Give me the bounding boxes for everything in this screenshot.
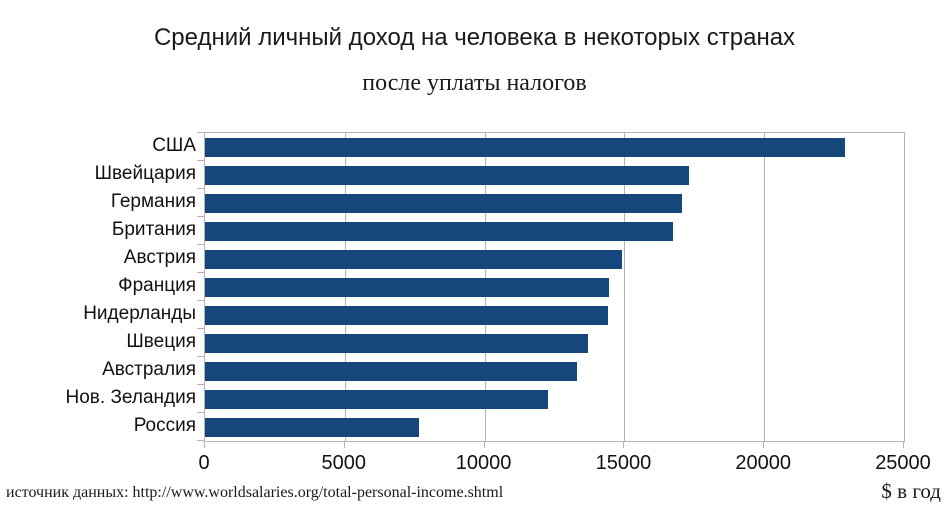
bar-series: [205, 133, 904, 441]
bar-row: [205, 161, 904, 189]
y-axis-label: Франция: [118, 275, 196, 296]
bar-Нидерланды: [205, 305, 608, 325]
x-tick-mark: [903, 441, 904, 448]
y-axis-label: Швеция: [126, 331, 196, 352]
bar-Франция: [205, 277, 610, 297]
y-tick-mark: [197, 272, 204, 273]
plot-area: [204, 132, 905, 442]
y-tick-mark: [197, 356, 204, 357]
y-tick-mark: [197, 440, 204, 441]
y-tick-mark: [197, 328, 204, 329]
y-axis-label: Австралия: [102, 359, 196, 380]
bar-row: [205, 301, 904, 329]
bar-row: [205, 385, 904, 413]
x-tick-label: 25000: [875, 452, 931, 474]
x-tick-label: 10000: [455, 452, 512, 474]
gridline: [764, 133, 766, 441]
bar-Австрия: [205, 249, 622, 269]
x-tick-mark: [343, 441, 345, 448]
x-tick-label: 15000: [595, 452, 652, 474]
y-tick-mark: [197, 160, 204, 161]
data-source-note: источник данных: http://www.worldsalarie…: [6, 484, 504, 501]
y-tick-mark: [197, 244, 204, 245]
x-tick-label: 5000: [321, 452, 367, 474]
bar-row: [205, 133, 904, 161]
chart-subtitle: после уплаты налогов: [362, 70, 587, 96]
y-tick-mark: [197, 384, 204, 385]
bar-Швейцария: [205, 165, 689, 185]
y-tick-mark: [197, 216, 204, 217]
bar-row: [205, 189, 904, 217]
y-axis-label: Россия: [133, 415, 196, 436]
bar-Швеция: [205, 333, 589, 353]
bar-row: [205, 273, 904, 301]
x-tick-label: 0: [198, 452, 210, 474]
y-axis-labels: США Швейцария Германия Британия Австрия Франц…: [0, 132, 197, 440]
y-axis-label: Швейцария: [94, 163, 196, 184]
x-tick-label: 20000: [735, 452, 791, 474]
x-tick-mark: [483, 441, 485, 448]
x-axis-unit-label: $ в год: [881, 479, 941, 503]
gridline: [624, 133, 626, 441]
bar-США: [205, 137, 846, 157]
bar-row: [205, 413, 904, 441]
y-axis-label: Австрия: [123, 247, 196, 268]
y-axis-label: Нидерланды: [83, 303, 196, 324]
bar-row: [205, 245, 904, 273]
y-axis-label: США: [152, 135, 196, 156]
bar-Британия: [205, 221, 674, 241]
x-tick-mark: [623, 441, 625, 448]
gridline: [904, 133, 905, 441]
y-tick-mark: [197, 300, 204, 301]
x-tick-mark: [204, 441, 205, 448]
x-tick-mark: [763, 441, 765, 448]
bar-row: [205, 217, 904, 245]
bar-row: [205, 357, 904, 385]
bar-Австралия: [205, 361, 577, 381]
bar-Нов. Зеландия: [205, 389, 548, 409]
y-tick-mark: [197, 132, 204, 133]
bar-row: [205, 329, 904, 357]
bar-Германия: [205, 193, 682, 213]
y-axis-label: Нов. Зеландия: [65, 387, 197, 408]
y-tick-mark: [197, 412, 204, 413]
bar-Россия: [205, 417, 419, 437]
y-axis-label: Германия: [110, 191, 196, 212]
chart-title: Средний личный доход на человека в некот…: [153, 24, 796, 51]
y-axis-label: Британия: [111, 219, 196, 240]
y-tick-mark: [197, 188, 204, 189]
